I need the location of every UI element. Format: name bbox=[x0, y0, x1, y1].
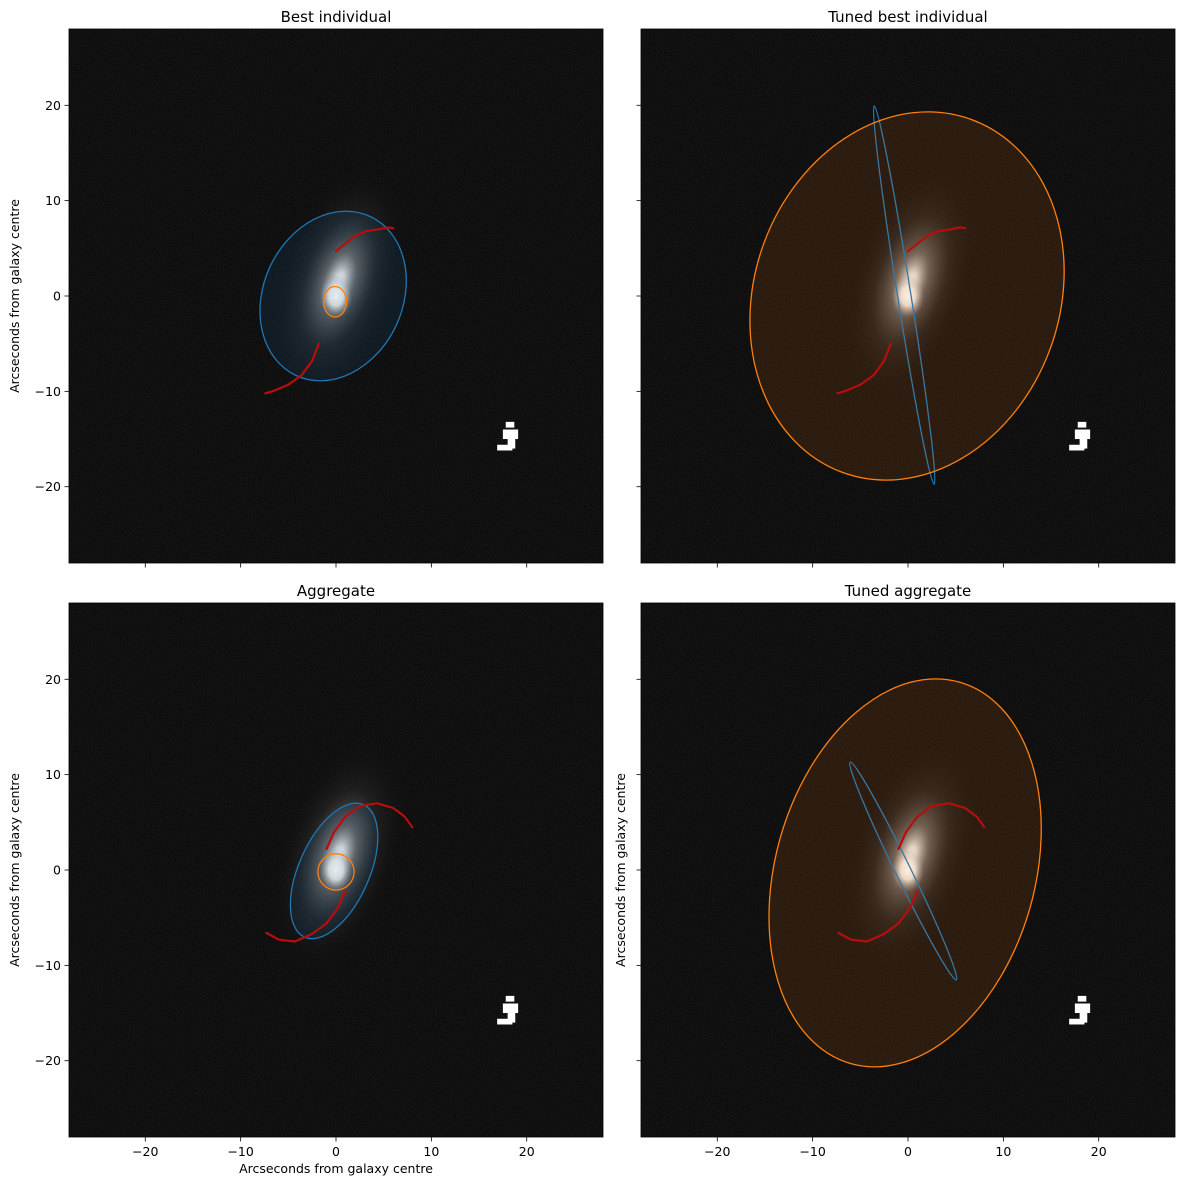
y-tick-label: 20 bbox=[45, 672, 61, 687]
spiral-arm-1 bbox=[897, 802, 986, 851]
x-tick-label: 10 bbox=[423, 1144, 439, 1159]
x-tick-label: −20 bbox=[132, 1144, 158, 1159]
spiral-arm-1 bbox=[906, 226, 967, 253]
panel-1: Best individual −20 −10 0 10 20 Arcseconds fro… bbox=[7, 8, 604, 568]
disk-ellipse bbox=[872, 105, 936, 486]
x-tick-label: 0 bbox=[904, 1144, 912, 1159]
x-tick-label: −20 bbox=[704, 1144, 730, 1159]
bulge-ellipse bbox=[768, 678, 1042, 1068]
bulge-ellipse bbox=[317, 853, 355, 891]
masked-star bbox=[1069, 421, 1091, 451]
disk-ellipse bbox=[259, 210, 407, 382]
masked-star bbox=[497, 421, 519, 451]
y-tick-label: −20 bbox=[35, 1053, 61, 1068]
y-tick-label: 10 bbox=[45, 767, 61, 782]
spiral-arm-2 bbox=[836, 342, 892, 395]
spiral-arm-2 bbox=[265, 889, 347, 943]
plot-area bbox=[641, 29, 1175, 563]
panel-title: Tuned aggregate bbox=[844, 582, 972, 600]
y-tick-label: 0 bbox=[53, 863, 61, 878]
y-tick-label: 20 bbox=[45, 98, 61, 113]
disk-ellipse bbox=[849, 761, 958, 981]
plot-area bbox=[641, 603, 1175, 1137]
bulge-ellipse bbox=[322, 285, 348, 318]
x-tick-label: 20 bbox=[519, 1144, 535, 1159]
y-axis-label: Arcseconds from galaxy centre bbox=[613, 773, 628, 967]
y-tick-label: −10 bbox=[35, 384, 61, 399]
galaxy-core bbox=[319, 848, 353, 892]
bulge-ellipse bbox=[749, 111, 1065, 481]
x-axis-label: Arcseconds from galaxy centre bbox=[239, 1161, 433, 1176]
panel-2: Tuned best individual bbox=[636, 8, 1176, 568]
x-tick-label: 10 bbox=[995, 1144, 1011, 1159]
y-tick-label: 10 bbox=[45, 193, 61, 208]
panel-4: Tuned aggregate −20 −10 0 10 20 Arcseconds fro… bbox=[613, 582, 1176, 1159]
panel-3: Aggregate −20 −10 0 10 20 −20 −10 0 10 20 Arcsecond… bbox=[7, 582, 604, 1176]
masked-star bbox=[497, 995, 519, 1025]
panel-title: Best individual bbox=[281, 8, 392, 26]
x-tick-label: 0 bbox=[332, 1144, 340, 1159]
panel-title: Aggregate bbox=[297, 582, 375, 600]
x-tick-label: −10 bbox=[227, 1144, 253, 1159]
masked-star bbox=[1069, 995, 1091, 1025]
spiral-arm-1 bbox=[325, 802, 414, 851]
spiral-arm-1 bbox=[334, 226, 395, 253]
plot-area bbox=[69, 603, 603, 1137]
y-tick-label: −20 bbox=[35, 479, 61, 494]
panel-title: Tuned best individual bbox=[827, 8, 987, 26]
x-tick-label: 20 bbox=[1091, 1144, 1107, 1159]
plot-area bbox=[69, 29, 603, 563]
galaxy-core bbox=[319, 274, 353, 318]
x-tick-label: −10 bbox=[799, 1144, 825, 1159]
spiral-arm-2 bbox=[264, 342, 320, 395]
y-axis-label: Arcseconds from galaxy centre bbox=[7, 773, 22, 967]
y-tick-label: 0 bbox=[53, 289, 61, 304]
y-axis-label: Arcseconds from galaxy centre bbox=[7, 199, 22, 393]
spiral-arm-2 bbox=[837, 889, 919, 943]
y-tick-label: −10 bbox=[35, 958, 61, 973]
